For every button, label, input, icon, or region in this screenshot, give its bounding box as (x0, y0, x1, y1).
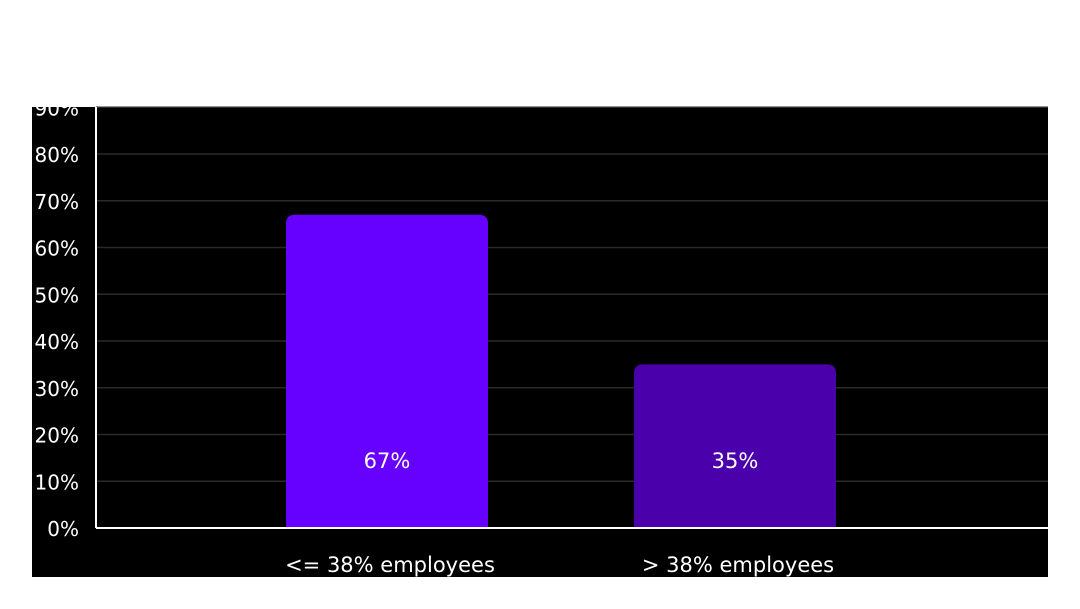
x-category-label: > 38% employees (642, 553, 834, 577)
y-tick-label: 30% (35, 377, 79, 401)
bar-2[interactable] (634, 364, 836, 528)
y-tick-label: 70% (35, 190, 79, 214)
bar-1[interactable] (286, 214, 488, 528)
bar-value-label: 67% (364, 449, 411, 473)
y-tick-label: 90% (35, 96, 79, 120)
y-tick-label: 0% (47, 517, 79, 541)
plot-background (32, 107, 1048, 577)
y-tick-label: 80% (35, 143, 79, 167)
y-tick-label: 40% (35, 330, 79, 354)
x-category-label: <= 38% employees (285, 553, 495, 577)
y-tick-label: 50% (35, 283, 79, 307)
y-tick-label: 20% (35, 424, 79, 448)
y-tick-label: 60% (35, 237, 79, 261)
bar-value-label: 35% (712, 449, 759, 473)
y-tick-label: 10% (35, 470, 79, 494)
